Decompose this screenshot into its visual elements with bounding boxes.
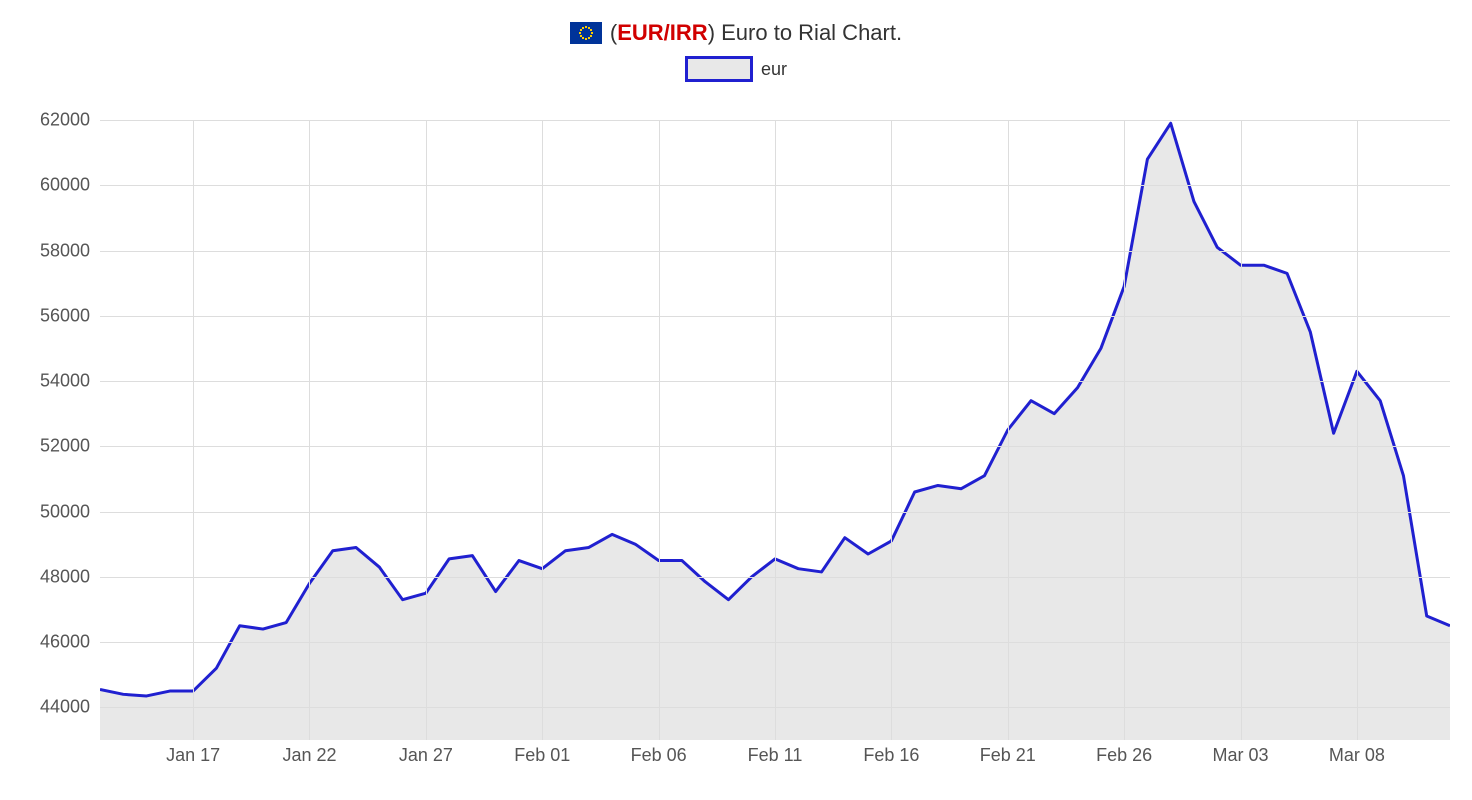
grid-line-v bbox=[193, 120, 194, 740]
grid-line-v bbox=[309, 120, 310, 740]
x-axis-label: Feb 01 bbox=[514, 745, 570, 766]
x-axis-label: Feb 11 bbox=[748, 745, 803, 766]
grid-line-v bbox=[1357, 120, 1358, 740]
grid-line-v bbox=[775, 120, 776, 740]
x-axis-label: Feb 06 bbox=[631, 745, 687, 766]
title-text: (EUR/IRR) Euro to Rial Chart. bbox=[610, 20, 902, 46]
grid-line-v bbox=[542, 120, 543, 740]
grid-line-v bbox=[1008, 120, 1009, 740]
currency-pair: EUR/IRR bbox=[617, 20, 707, 45]
legend-swatch bbox=[685, 56, 753, 82]
y-axis-label: 52000 bbox=[30, 436, 90, 457]
x-axis-label: Jan 27 bbox=[399, 745, 453, 766]
x-axis-label: Jan 17 bbox=[166, 745, 220, 766]
plot-area: 4400046000480005000052000540005600058000… bbox=[100, 120, 1450, 740]
legend: eur bbox=[0, 56, 1472, 82]
y-axis-label: 48000 bbox=[30, 566, 90, 587]
chart-container: (EUR/IRR) Euro to Rial Chart. eur 440004… bbox=[0, 0, 1472, 800]
x-axis-label: Jan 22 bbox=[282, 745, 336, 766]
title-close-paren: ) bbox=[708, 20, 715, 45]
title-rest: Euro to Rial Chart. bbox=[715, 20, 902, 45]
legend-label: eur bbox=[761, 59, 787, 80]
y-axis-label: 56000 bbox=[30, 305, 90, 326]
y-axis-label: 46000 bbox=[30, 632, 90, 653]
x-axis-label: Feb 21 bbox=[980, 745, 1036, 766]
x-axis-label: Feb 16 bbox=[863, 745, 919, 766]
grid-line-v bbox=[659, 120, 660, 740]
chart-title: (EUR/IRR) Euro to Rial Chart. bbox=[0, 0, 1472, 46]
x-axis-label: Mar 03 bbox=[1213, 745, 1269, 766]
grid-line-v bbox=[1124, 120, 1125, 740]
x-axis-label: Mar 08 bbox=[1329, 745, 1385, 766]
grid-line-v bbox=[891, 120, 892, 740]
eu-flag-icon bbox=[570, 22, 602, 44]
y-axis-label: 60000 bbox=[30, 175, 90, 196]
y-axis-label: 58000 bbox=[30, 240, 90, 261]
y-axis-label: 50000 bbox=[30, 501, 90, 522]
y-axis-label: 54000 bbox=[30, 371, 90, 392]
y-axis-label: 62000 bbox=[30, 110, 90, 131]
y-axis-label: 44000 bbox=[30, 697, 90, 718]
grid-line-v bbox=[1241, 120, 1242, 740]
grid-line-v bbox=[426, 120, 427, 740]
x-axis-label: Feb 26 bbox=[1096, 745, 1152, 766]
